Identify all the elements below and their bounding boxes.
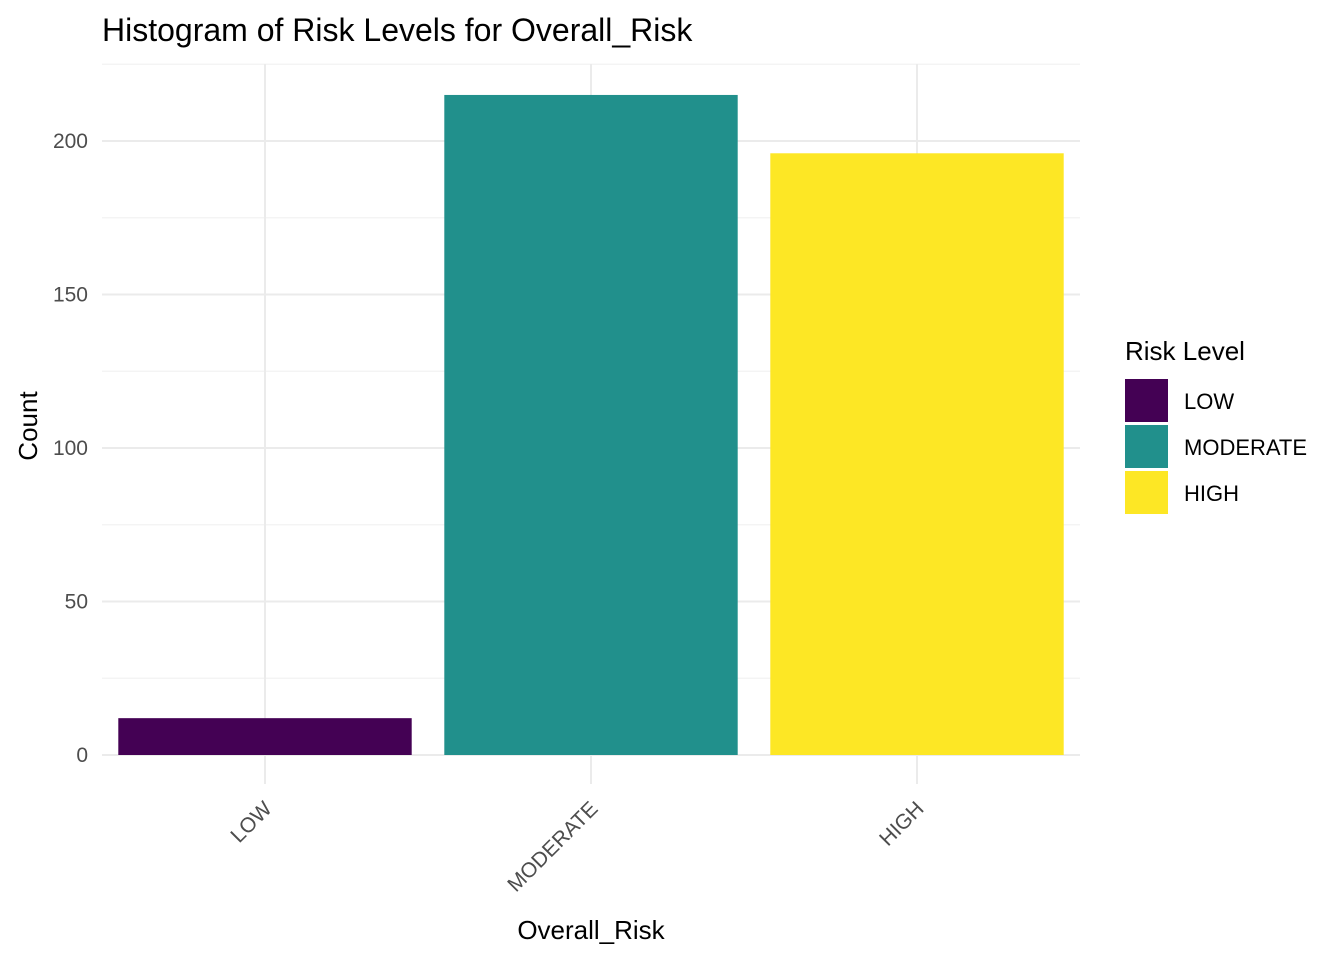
legend-key-moderate bbox=[1125, 425, 1168, 468]
bar-high bbox=[770, 153, 1064, 755]
x-axis-ticks: LOW MODERATE HIGH bbox=[226, 797, 928, 896]
legend-key-high bbox=[1125, 471, 1168, 514]
x-axis-title: Overall_Risk bbox=[517, 915, 665, 945]
y-tick-label: 50 bbox=[65, 591, 88, 614]
legend-label: HIGH bbox=[1184, 481, 1239, 506]
y-tick-label: 150 bbox=[53, 284, 88, 307]
bar-moderate bbox=[444, 94, 738, 755]
bar-low bbox=[118, 718, 412, 755]
chart-title: Histogram of Risk Levels for Overall_Ris… bbox=[102, 12, 693, 48]
y-axis-ticks: 0 50 100 150 200 bbox=[53, 130, 88, 767]
legend-label: MODERATE bbox=[1184, 435, 1307, 460]
x-tick-label: MODERATE bbox=[503, 797, 602, 896]
legend-items: LOW MODERATE HIGH bbox=[1125, 379, 1307, 514]
legend-key-low bbox=[1125, 379, 1168, 422]
y-tick-label: 100 bbox=[53, 437, 88, 460]
legend: Risk Level LOW MODERATE HIGH bbox=[1125, 336, 1307, 514]
y-tick-label: 0 bbox=[76, 744, 88, 767]
y-axis-title: Count bbox=[13, 391, 43, 461]
legend-label: LOW bbox=[1184, 389, 1234, 414]
y-tick-label: 200 bbox=[53, 130, 88, 153]
x-tick-label: HIGH bbox=[875, 797, 928, 850]
legend-title: Risk Level bbox=[1125, 336, 1245, 366]
x-tick-label: LOW bbox=[226, 797, 276, 847]
bars bbox=[118, 94, 1064, 755]
